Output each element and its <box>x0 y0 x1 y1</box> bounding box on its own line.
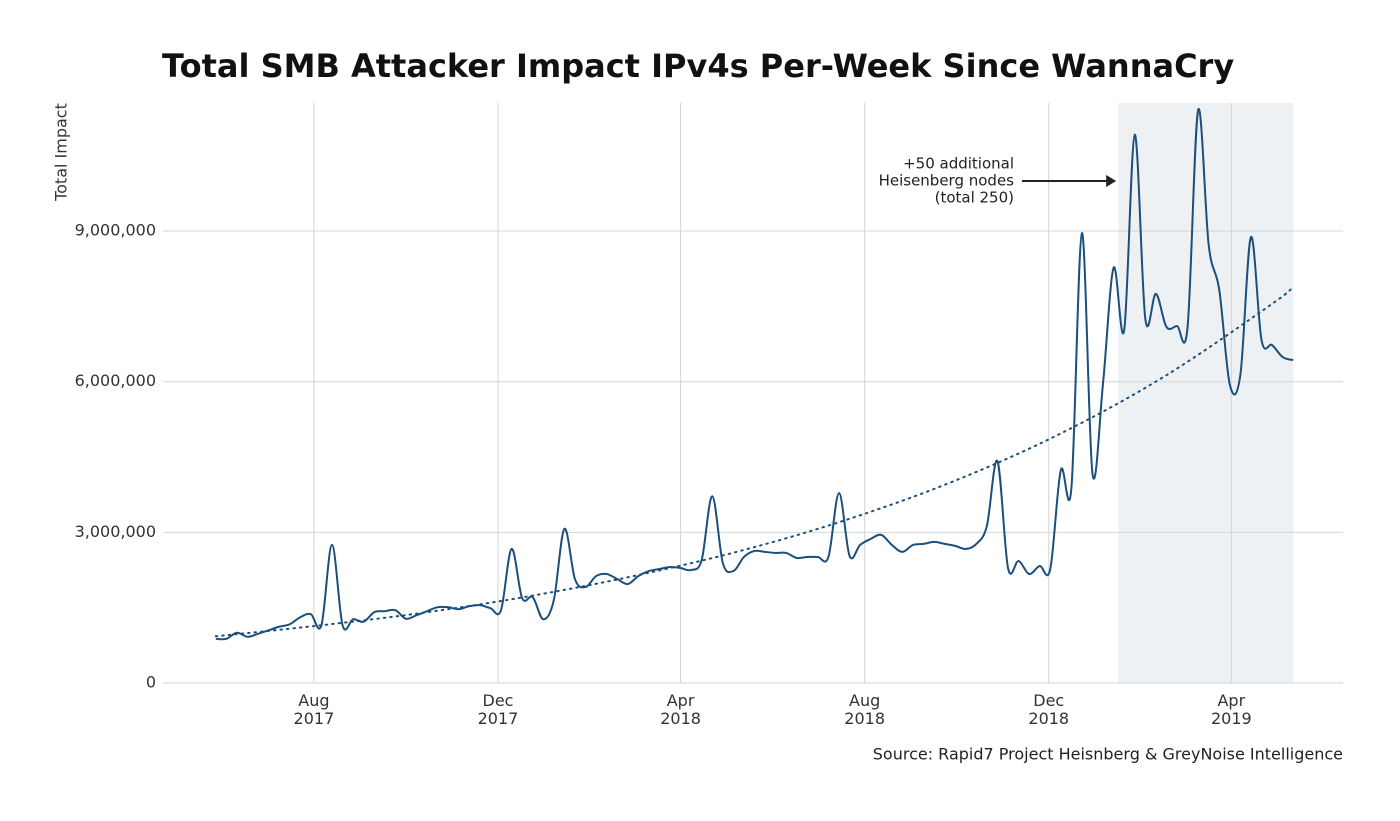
y-tick-label: 9,000,000 <box>75 221 156 240</box>
x-tick-label-line: Apr <box>667 691 695 710</box>
x-tick-label-line: Apr <box>1217 691 1245 710</box>
x-tick-label: Apr 2019 <box>1211 691 1252 728</box>
x-tick-label-line: Aug <box>298 691 329 710</box>
annotation-text: +50 additional <box>903 155 1014 173</box>
x-tick-label-line: Dec <box>1033 691 1064 710</box>
x-tick-label-line: 2018 <box>844 709 885 728</box>
y-tick-label: 3,000,000 <box>75 522 156 541</box>
x-tick-label-line: Dec <box>483 691 514 710</box>
x-tick-label-line: 2018 <box>660 709 701 728</box>
x-tick-label-line: 2017 <box>294 709 335 728</box>
x-tick-label-line: Aug <box>849 691 880 710</box>
annotation-arrowhead <box>1106 175 1117 187</box>
data-line <box>215 108 1294 641</box>
x-tick-label: Aug 2017 <box>294 691 335 728</box>
y-axis-label: Total Impact <box>52 103 71 202</box>
source-note: Source: Rapid7 Project Heisnberg & GreyN… <box>873 745 1343 764</box>
chart-title: Total SMB Attacker Impact IPv4s Per-Week… <box>162 47 1234 85</box>
x-tick-label-line: 2017 <box>478 709 519 728</box>
x-tick-label: Dec 2018 <box>1028 691 1069 728</box>
x-tick-label: Dec 2017 <box>478 691 519 728</box>
annotation-text: Heisenberg nodes <box>879 172 1015 190</box>
y-tick-label: 0 <box>146 673 156 692</box>
annotation-text: (total 250) <box>935 189 1014 207</box>
x-tick-label: Apr 2018 <box>660 691 701 728</box>
x-tick-label: Aug 2018 <box>844 691 885 728</box>
x-tick-label-line: 2019 <box>1211 709 1252 728</box>
trend-line <box>214 285 1295 638</box>
y-tick-label: 6,000,000 <box>75 371 156 390</box>
x-tick-label-line: 2018 <box>1028 709 1069 728</box>
